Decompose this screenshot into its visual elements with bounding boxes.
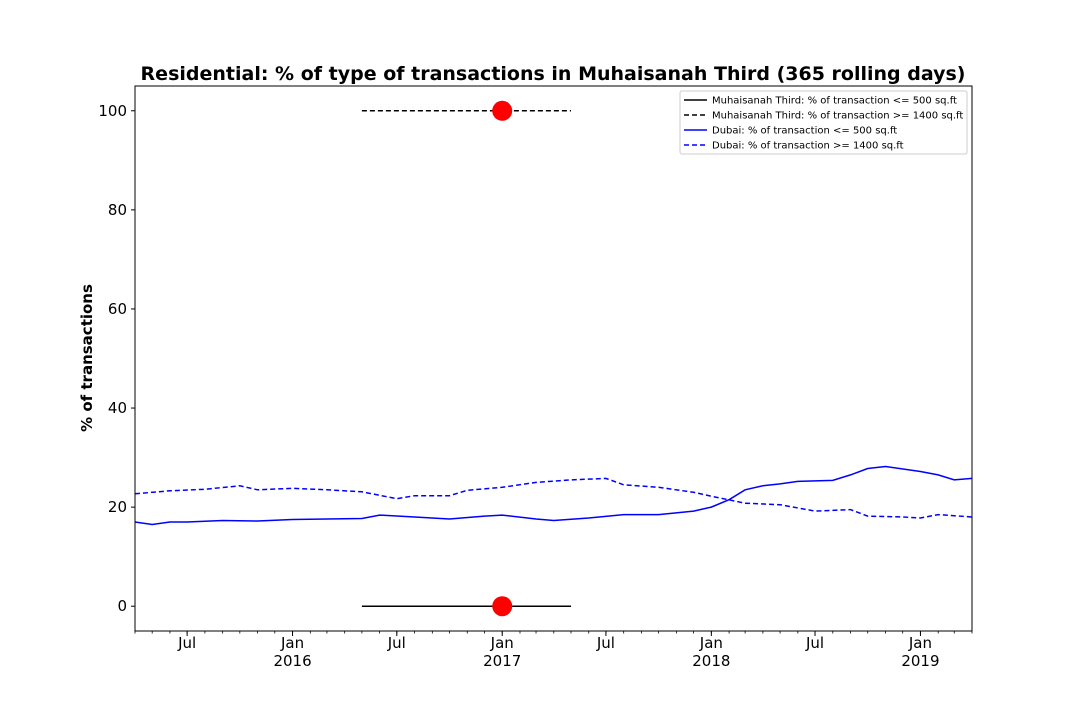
x-tick-year-label: 2019	[901, 652, 939, 670]
x-tick-year-label: 2017	[483, 652, 521, 670]
y-tick-label: 40	[108, 399, 127, 417]
marker-point-1	[492, 596, 513, 617]
legend: Muhaisanah Third: % of transaction <= 50…	[679, 90, 968, 155]
legend-box	[679, 90, 968, 155]
x-tick-label: Jul	[387, 634, 406, 652]
marker-point-0	[492, 100, 513, 121]
y-tick-label: 20	[108, 498, 127, 516]
legend-label-1: Muhaisanah Third: % of transaction >= 14…	[712, 111, 963, 122]
series-line-3	[134, 477, 973, 519]
x-tick-label: Jul	[805, 634, 824, 652]
legend-label-0: Muhaisanah Third: % of transaction <= 50…	[712, 96, 957, 107]
y-tick-label: 60	[108, 300, 127, 318]
legend-label-2: Dubai: % of transaction <= 500 sq.ft	[712, 126, 897, 137]
chart-title: Residential: % of type of transactions i…	[141, 63, 966, 85]
series-line-2	[134, 465, 973, 526]
x-tick-label: Jan	[280, 634, 304, 652]
y-tick-label: 80	[108, 201, 127, 219]
x-tick-label: Jan	[490, 634, 514, 652]
x-tick-year-label: 2018	[692, 652, 730, 670]
plot-frame	[134, 85, 973, 632]
x-tick-year-label: 2016	[273, 652, 311, 670]
y-tick-label: 0	[117, 597, 127, 615]
x-tick-label: Jan	[699, 634, 723, 652]
y-tick-label: 100	[98, 102, 127, 120]
x-tick-label: Jan	[908, 634, 932, 652]
y-axis-label: % of transactions	[78, 284, 96, 432]
x-tick-label: Jul	[177, 634, 196, 652]
legend-label-3: Dubai: % of transaction >= 1400 sq.ft	[712, 141, 904, 152]
plot-area	[134, 100, 973, 617]
x-tick-label: Jul	[596, 634, 615, 652]
